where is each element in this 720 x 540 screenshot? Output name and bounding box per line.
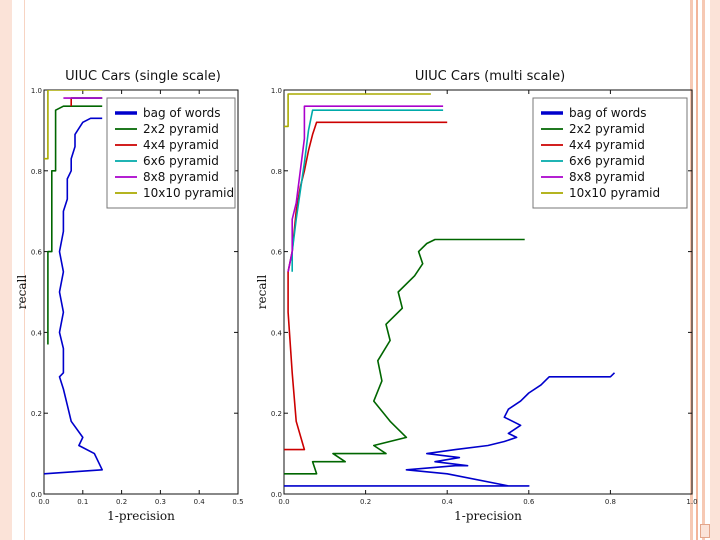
legend-entry: bag of words: [143, 106, 221, 120]
x-tick-label: 0.0: [38, 498, 49, 506]
legend-entry: 10x10 pyramid: [569, 186, 660, 200]
series-line-4x4-pyramid: [70, 97, 103, 107]
y-tick-label: 0.4: [271, 329, 283, 337]
y-tick-label: 0.4: [31, 329, 43, 337]
chart-title: UIUC Cars (single scale): [65, 69, 221, 84]
y-tick-label: 0.0: [271, 491, 282, 499]
y-tick-label: 0.6: [31, 249, 43, 257]
legend: bag of words 2x2 pyramid 4x4 pyramid 6x6 py…: [532, 97, 688, 209]
x-tick-label: 0.2: [116, 498, 127, 506]
y-tick-label: 0.8: [31, 168, 42, 176]
plot-frame: [283, 89, 693, 495]
x-tick-label: 0.6: [523, 498, 535, 506]
y-tick-label: 0.8: [271, 168, 282, 176]
series-line-6x6-pyramid: [291, 109, 444, 272]
legend-entry: 4x4 pyramid: [143, 138, 219, 152]
series-line-2x2-pyramid: [284, 238, 525, 475]
x-axis-label: 1-precision: [454, 509, 522, 523]
x-tick-label: 0.4: [194, 498, 206, 506]
x-tick-label: 0.0: [278, 498, 289, 506]
y-tick-label: 1.0: [31, 87, 42, 95]
legend-entry: 6x6 pyramid: [569, 154, 645, 168]
legend-entry: 6x6 pyramid: [143, 154, 219, 168]
x-tick-label: 0.5: [232, 498, 243, 506]
y-tick-label: 0.6: [271, 249, 283, 257]
x-tick-label: 0.1: [77, 498, 88, 506]
x-tick-label: 0.8: [605, 498, 616, 506]
series-group: [44, 90, 103, 475]
y-tick-label: 1.0: [271, 87, 282, 95]
series-line-2x2-pyramid: [47, 105, 103, 345]
x-axis-label: 1-precision: [107, 509, 175, 523]
legend-entry: bag of words: [569, 106, 647, 120]
chart-title: UIUC Cars (multi scale): [415, 69, 565, 84]
slide-inner-rule: [24, 0, 684, 540]
legend-box: [532, 97, 688, 209]
plot-frame: [43, 89, 239, 495]
legend: bag of words 2x2 pyramid 4x4 pyramid 6x6 py…: [106, 97, 236, 209]
slide-border-right: [690, 0, 720, 540]
x-tick-label: 0.3: [155, 498, 166, 506]
y-axis-label: recall: [255, 275, 269, 310]
series-line-bag-of-words: [284, 372, 616, 487]
legend-entry: 2x2 pyramid: [569, 122, 645, 136]
legend-entry: 10x10 pyramid: [143, 186, 234, 200]
slide-border-left: [0, 0, 12, 540]
x-tick-label: 1.0: [686, 498, 697, 506]
page-corner-mark: [700, 524, 710, 538]
chart-2: UIUC Cars (multi scale) 0.0 0.2 0.4 0.6 0.8 1.…: [255, 69, 698, 523]
legend-entry: 2x2 pyramid: [143, 122, 219, 136]
series-line-8x8-pyramid: [287, 105, 444, 272]
series-line-10x10-pyramid: [284, 93, 431, 128]
x-tick-label: 0.4: [442, 498, 454, 506]
legend-entry: 8x8 pyramid: [569, 170, 645, 184]
x-tick-label: 0.2: [360, 498, 371, 506]
legend-box: [106, 97, 236, 209]
legend-entry: 4x4 pyramid: [569, 138, 645, 152]
chart-1: UIUC Cars (single scale) 0.0 0.1 0.2 0.3 0.4 0…: [15, 69, 244, 523]
series-line-4x4-pyramid: [284, 121, 448, 451]
y-axis-label: recall: [15, 275, 29, 310]
y-tick-label: 0.2: [271, 410, 282, 418]
y-tick-label: 0.0: [31, 491, 42, 499]
y-tick-label: 0.2: [31, 410, 42, 418]
series-line-bag-of-words: [44, 117, 103, 475]
series-line-10x10-pyramid: [44, 90, 103, 160]
series-group: [284, 93, 616, 487]
legend-entry: 8x8 pyramid: [143, 170, 219, 184]
